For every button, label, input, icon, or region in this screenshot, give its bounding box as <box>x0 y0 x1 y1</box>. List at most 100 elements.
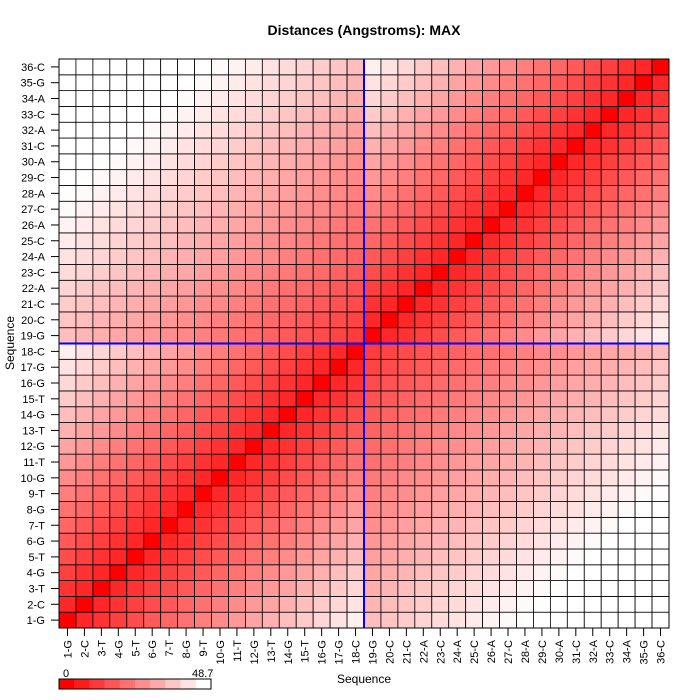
heatmap-cell <box>244 595 263 613</box>
heatmap-cell <box>600 58 619 76</box>
heatmap-cell <box>126 406 145 423</box>
heatmap-cell <box>363 532 382 550</box>
heatmap-cell <box>228 532 246 550</box>
heatmap-cell <box>651 185 670 202</box>
heatmap-cell <box>363 611 382 629</box>
heatmap-cell <box>126 58 145 76</box>
heatmap-cell <box>533 453 551 471</box>
heatmap-cell <box>194 595 212 613</box>
heatmap-cell <box>431 295 450 313</box>
heatmap-cell <box>533 216 551 234</box>
heatmap-cell <box>211 485 229 502</box>
heatmap-cell <box>58 216 77 234</box>
y-tick-label: 32-A <box>22 125 46 137</box>
heatmap-cell <box>75 137 94 155</box>
x-tick-label: 16-G <box>317 640 329 664</box>
x-tick-label: 22-A <box>418 639 430 663</box>
heatmap-cell <box>58 437 77 455</box>
heatmap-cell <box>617 74 636 92</box>
heatmap-cell <box>244 580 263 597</box>
heatmap-cell <box>177 374 195 392</box>
heatmap-cell <box>414 580 433 597</box>
heatmap-cell <box>380 106 399 123</box>
heatmap-cell <box>312 106 331 123</box>
heatmap-cell <box>566 469 585 487</box>
heatmap-cell <box>109 548 128 566</box>
heatmap-cell <box>312 90 331 107</box>
heatmap-cell <box>160 374 179 392</box>
heatmap-cell <box>228 374 246 392</box>
heatmap-cell <box>397 374 416 392</box>
heatmap-cell <box>566 264 585 281</box>
heatmap-cell <box>211 74 229 92</box>
heatmap-cell <box>211 264 229 281</box>
heatmap-cell <box>346 185 365 202</box>
y-tick-label: 19-G <box>21 331 45 343</box>
heatmap-cell <box>533 501 551 518</box>
heatmap-cell <box>312 390 331 408</box>
heatmap-cell <box>600 185 619 202</box>
color-scale-step <box>89 679 105 689</box>
heatmap-cell <box>617 343 636 360</box>
heatmap-cell <box>109 406 128 423</box>
heatmap-cell <box>126 279 145 297</box>
heatmap-cell <box>617 311 636 329</box>
heatmap-cell <box>533 422 551 439</box>
heatmap-cell <box>566 327 585 344</box>
heatmap-cell <box>431 311 450 329</box>
heatmap-cell <box>431 564 450 581</box>
heatmap-cell <box>566 74 585 92</box>
heatmap-cell <box>499 169 517 186</box>
heatmap-cell <box>92 216 111 234</box>
heatmap-cell <box>143 611 162 629</box>
heatmap-cell <box>397 264 416 281</box>
heatmap-cell <box>516 611 534 629</box>
heatmap-cell <box>75 295 94 313</box>
heatmap-cell <box>448 390 467 408</box>
heatmap-cell <box>75 279 94 297</box>
heatmap-cell <box>244 548 263 566</box>
heatmap-cell <box>465 580 484 597</box>
heatmap-cell <box>160 327 179 344</box>
heatmap-cell <box>380 58 399 76</box>
heatmap-cell <box>143 343 162 360</box>
heatmap-cell <box>295 74 314 92</box>
heatmap-cell <box>160 422 179 439</box>
heatmap-cell <box>634 74 653 92</box>
heatmap-cell <box>92 406 111 423</box>
heatmap-cell <box>194 248 212 265</box>
heatmap-cell <box>143 358 162 376</box>
heatmap-cell <box>312 406 331 423</box>
heatmap-cell <box>634 532 653 550</box>
heatmap-cell <box>261 232 280 250</box>
heatmap-cell <box>651 374 670 392</box>
heatmap-cell <box>380 564 399 581</box>
heatmap-cell <box>465 374 484 392</box>
heatmap-cell <box>448 58 467 76</box>
heatmap-cell <box>295 264 314 281</box>
heatmap-cell <box>414 74 433 92</box>
heatmap-cell <box>465 532 484 550</box>
heatmap-cell <box>244 295 263 313</box>
heatmap-cell <box>295 406 314 423</box>
y-tick-label: 20-C <box>21 315 45 327</box>
heatmap-cell <box>58 516 77 534</box>
heatmap-cell <box>109 295 128 313</box>
heatmap-cell <box>516 311 534 329</box>
heatmap-cell <box>346 311 365 329</box>
heatmap-cell <box>75 485 94 502</box>
heatmap-cell <box>651 595 670 613</box>
heatmap-cell <box>533 185 551 202</box>
heatmap-cell <box>651 516 670 534</box>
heatmap-cell <box>346 74 365 92</box>
heatmap-cell <box>431 90 450 107</box>
heatmap-cell <box>295 343 314 360</box>
heatmap-cell <box>75 453 94 471</box>
heatmap-cell <box>583 216 602 234</box>
heatmap-cell <box>346 58 365 76</box>
heatmap-cell <box>516 580 534 597</box>
heatmap-cell <box>533 548 551 566</box>
heatmap-cell <box>312 279 331 297</box>
heatmap-cell <box>143 580 162 597</box>
heatmap-cell <box>363 516 382 534</box>
